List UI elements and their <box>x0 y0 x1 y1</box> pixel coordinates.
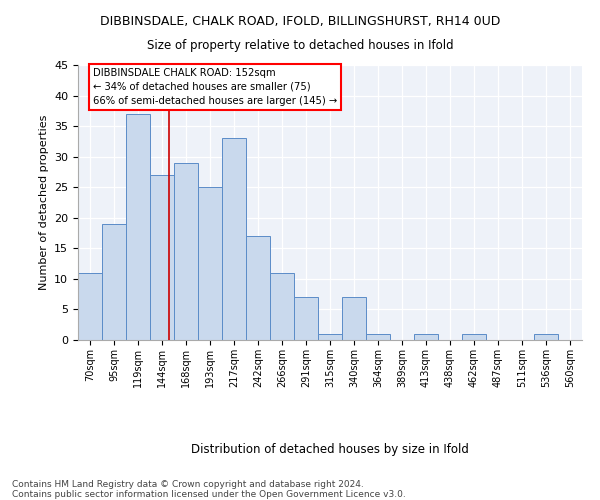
Bar <box>294 297 318 340</box>
Text: Contains HM Land Registry data © Crown copyright and database right 2024.
Contai: Contains HM Land Registry data © Crown c… <box>12 480 406 500</box>
Text: DIBBINSDALE CHALK ROAD: 152sqm
← 34% of detached houses are smaller (75)
66% of : DIBBINSDALE CHALK ROAD: 152sqm ← 34% of … <box>93 68 337 106</box>
Bar <box>126 114 150 340</box>
Bar <box>246 236 270 340</box>
Text: Size of property relative to detached houses in Ifold: Size of property relative to detached ho… <box>146 39 454 52</box>
Bar <box>150 175 174 340</box>
Bar <box>174 163 198 340</box>
Bar <box>414 334 438 340</box>
Bar <box>462 334 486 340</box>
X-axis label: Distribution of detached houses by size in Ifold: Distribution of detached houses by size … <box>191 442 469 456</box>
Bar <box>366 334 390 340</box>
Text: DIBBINSDALE, CHALK ROAD, IFOLD, BILLINGSHURST, RH14 0UD: DIBBINSDALE, CHALK ROAD, IFOLD, BILLINGS… <box>100 15 500 28</box>
Bar <box>270 273 294 340</box>
Bar <box>342 297 366 340</box>
Y-axis label: Number of detached properties: Number of detached properties <box>38 115 49 290</box>
Bar <box>534 334 558 340</box>
Bar <box>222 138 246 340</box>
Bar <box>318 334 342 340</box>
Bar <box>102 224 126 340</box>
Bar <box>198 187 222 340</box>
Bar <box>78 273 102 340</box>
